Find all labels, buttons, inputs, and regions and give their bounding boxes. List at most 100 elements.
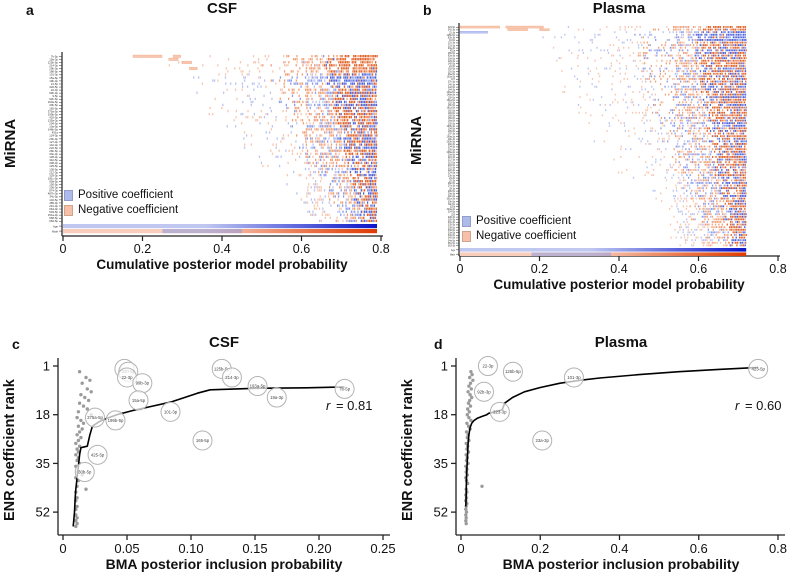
svg-text:874-3p: 874-3p — [49, 189, 58, 193]
svg-text:0.4: 0.4 — [610, 262, 627, 276]
svg-text:0.6: 0.6 — [690, 262, 707, 276]
svg-text:487b-3p: 487b-3p — [48, 192, 59, 196]
svg-text:326: 326 — [451, 214, 456, 216]
svg-text:451a: 451a — [52, 131, 59, 135]
svg-text:7b-5p: 7b-5p — [51, 54, 59, 58]
svg-text:101-3p: 101-3p — [49, 73, 58, 77]
positive-coefficient-swatch — [64, 189, 73, 201]
svg-text:485-3p: 485-3p — [49, 201, 58, 205]
svg-text:0.2: 0.2 — [531, 262, 548, 276]
svg-text:150-5p: 150-5p — [448, 97, 456, 99]
svg-text:101-3p: 101-3p — [448, 43, 456, 45]
panel-letter-a: a — [26, 2, 34, 18]
svg-text:221-3p: 221-3p — [448, 167, 456, 169]
svg-text:144-3p: 144-3p — [448, 89, 456, 91]
svg-text:16-5p: 16-5p — [449, 40, 456, 42]
svg-text:10a-5p: 10a-5p — [49, 125, 58, 129]
svg-text:331-3p: 331-3p — [448, 222, 456, 224]
panel-a-legend: Positive coefficient Negative coefficien… — [64, 188, 178, 218]
svg-text:27a-3p: 27a-3p — [448, 186, 456, 188]
svg-text:0: 0 — [457, 262, 464, 276]
svg-text:29c-3p: 29c-3p — [448, 196, 456, 198]
svg-text:151a-5p: 151a-5p — [447, 100, 456, 102]
svg-text:186-5p: 186-5p — [448, 118, 456, 120]
svg-text:193b-3p: 193b-3p — [447, 126, 456, 128]
svg-text:125b-5p: 125b-5p — [447, 35, 456, 37]
panel-b-title: Plasma — [592, 0, 646, 17]
svg-text:21-5p: 21-5p — [449, 66, 456, 68]
svg-text:425-5p: 425-5p — [49, 115, 58, 119]
r-value: = 0.81 — [332, 398, 373, 413]
svg-text:30b-5p: 30b-5p — [49, 103, 58, 107]
svg-text:191-5p: 191-5p — [448, 71, 456, 73]
panel-b-x-axis-label: Cumulative posterior model probability — [493, 277, 745, 292]
svg-text:660-5p: 660-5p — [49, 219, 58, 223]
svg-text:224-5p: 224-5p — [448, 173, 456, 175]
svg-text:30b-5p: 30b-5p — [448, 201, 456, 203]
svg-text:146b-5p: 146b-5p — [48, 128, 59, 132]
panel-letter-d: d — [434, 336, 443, 352]
svg-text:140-3p: 140-3p — [448, 84, 456, 86]
svg-text:30c-5p: 30c-5p — [448, 204, 456, 206]
svg-text:339-5p: 339-5p — [448, 230, 456, 232]
svg-text:155-5p: 155-5p — [448, 69, 456, 71]
panel-a-y-axis-label: MiRNA — [2, 118, 19, 168]
svg-text:33a-5p: 33a-5p — [448, 232, 456, 234]
svg-text:28-3p: 28-3p — [449, 188, 456, 190]
svg-text:182-5p: 182-5p — [448, 110, 456, 112]
svg-text:668-5p: 668-5p — [49, 216, 58, 220]
svg-text:185-5p: 185-5p — [448, 115, 456, 117]
svg-text:210-3p: 210-3p — [49, 204, 58, 208]
svg-text:664-3p: 664-3p — [49, 207, 58, 211]
svg-text:103a-3p: 103a-3p — [447, 76, 456, 78]
svg-text:99b-3p: 99b-3p — [49, 91, 58, 95]
svg-text:329-3p: 329-3p — [49, 173, 58, 177]
panel-c-correlation-annotation: r = 0.81 — [326, 398, 372, 413]
svg-text:222-3p: 222-3p — [448, 170, 456, 172]
svg-text:451a: 451a — [450, 50, 456, 52]
svg-text:142-3p: 142-3p — [49, 143, 58, 147]
svg-text:194-5p: 194-5p — [448, 128, 456, 130]
svg-text:183-5p: 183-5p — [448, 113, 456, 115]
svg-text:328-3p: 328-3p — [448, 217, 456, 219]
panel-d-plot: 0 0.2 0.4 0.6 0.8118355222-3p125b-5p101-3p42… — [434, 356, 787, 556]
svg-text:Male: Male — [52, 230, 59, 234]
svg-text:340-5p: 340-5p — [448, 235, 456, 237]
svg-text:99a-5p: 99a-5p — [49, 179, 58, 183]
svg-text:0.8: 0.8 — [769, 262, 786, 276]
svg-text:320-5p: 320-5p — [49, 85, 58, 89]
panel-d-title: Plasma — [594, 334, 648, 351]
panel-b-plot: 0 0.2 0.4 0.6 0.8 423-5p342-3p22-3p125b-5p92b… — [447, 23, 787, 276]
svg-text:9-5p: 9-5p — [52, 94, 58, 98]
svg-text:148a-3p: 148a-3p — [447, 95, 456, 97]
svg-text:146a-5p: 146a-5p — [447, 92, 456, 94]
legend-negative-row: Negative coefficient — [64, 203, 178, 217]
panel-d-y-axis-label: ENR coefficient rank — [400, 379, 416, 521]
svg-text:22-3p: 22-3p — [449, 32, 456, 34]
svg-text:21-5p: 21-5p — [51, 82, 59, 86]
panel-b-plasma-heatmap: 0 0.2 0.4 0.6 0.8 423-5p 342-3p 22-3p 125b-5p 92b… — [398, 0, 797, 330]
svg-text:19b-3p: 19b-3p — [448, 139, 456, 141]
svg-text:24-3p: 24-3p — [449, 178, 456, 180]
svg-text:323a-3p: 323a-3p — [447, 209, 456, 211]
panel-c-y-axis-label: ENR coefficient rank — [2, 379, 18, 521]
svg-text:181c-5p: 181c-5p — [48, 176, 59, 180]
svg-text:30d-5p: 30d-5p — [448, 58, 456, 60]
panel-a-x-axis-label: Cumulative posterior model probability — [96, 257, 348, 272]
svg-text:26a-5p: 26a-5p — [448, 74, 456, 76]
svg-text:204-5p: 204-5p — [448, 147, 456, 149]
svg-text:205-5p: 205-5p — [448, 149, 456, 151]
svg-text:27b-3p: 27b-3p — [448, 82, 456, 84]
svg-text:208a-3p: 208a-3p — [447, 152, 456, 154]
panel-c-plot: 00.050.100.150.200.25118355221-5p320-5p2… — [36, 358, 396, 556]
svg-text:212-3p: 212-3p — [49, 170, 58, 174]
svg-text:0: 0 — [60, 242, 67, 256]
svg-text:324-5p: 324-5p — [448, 212, 456, 214]
svg-text:223-3p: 223-3p — [448, 45, 456, 47]
r-symbol: r — [326, 398, 331, 413]
r-symbol: r — [735, 398, 740, 413]
svg-text:19b-3p: 19b-3p — [49, 79, 58, 83]
svg-text:215-5p: 215-5p — [448, 162, 456, 164]
svg-text:199b-5p: 199b-5p — [48, 112, 59, 116]
